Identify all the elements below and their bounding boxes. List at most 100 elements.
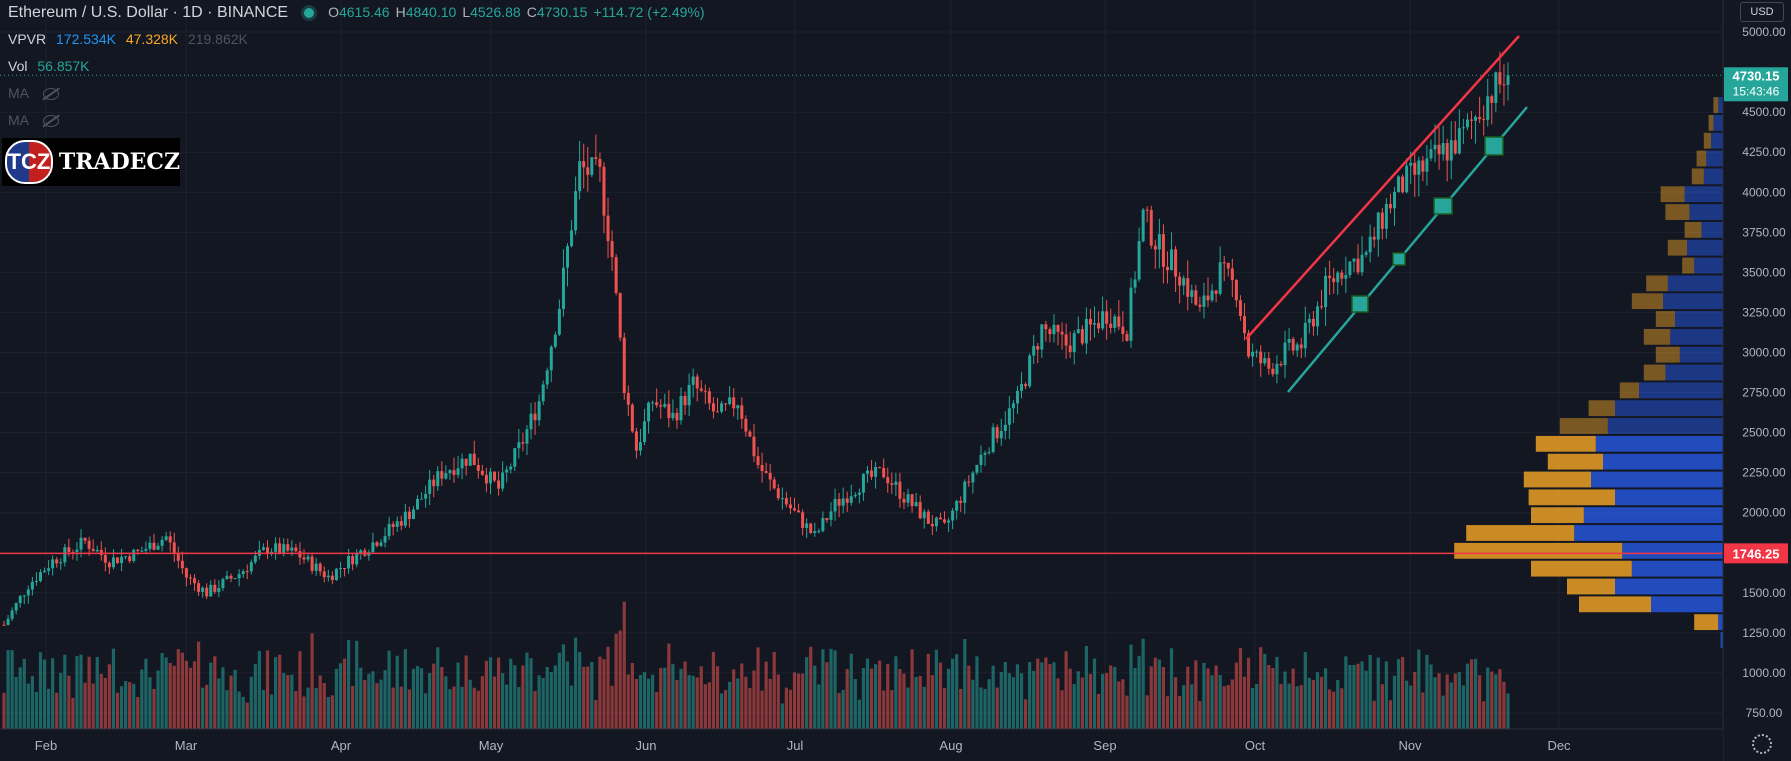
candle-body — [1421, 160, 1425, 172]
profile-up-bar — [1667, 275, 1723, 292]
volume-bar — [176, 649, 180, 729]
volume-bar — [1157, 659, 1161, 729]
profile-up-bar — [1701, 221, 1723, 238]
profile-down-bar — [1713, 97, 1719, 113]
volume-bar — [67, 675, 71, 729]
candle-body — [1457, 128, 1461, 154]
candle-body — [837, 498, 841, 506]
candle-body — [1247, 333, 1251, 357]
volume-bar — [391, 687, 395, 729]
price-axis-panel[interactable] — [1723, 0, 1791, 761]
candle-body — [172, 542, 176, 554]
candle-body — [415, 498, 419, 510]
volume-bar — [614, 633, 618, 729]
candle-body — [1445, 143, 1449, 161]
candle-body — [1222, 262, 1226, 264]
candle-body — [683, 395, 687, 406]
candle-body — [383, 536, 387, 543]
candle-body — [1397, 176, 1401, 193]
candle-body — [1178, 276, 1182, 286]
volume-bar — [432, 663, 436, 729]
candle-body — [395, 521, 399, 527]
volume-bar — [930, 675, 934, 729]
candle-body — [371, 542, 375, 553]
vol-label[interactable]: Vol — [8, 58, 28, 74]
volume-bar — [180, 652, 184, 729]
candle-body — [1364, 252, 1368, 255]
ma-legend-2[interactable]: MA — [8, 111, 65, 129]
volume-bar — [237, 691, 241, 729]
volume-bar — [1287, 683, 1291, 729]
vpvr-label[interactable]: VPVR — [8, 31, 47, 47]
volume-bar — [1141, 638, 1145, 729]
high-label: H — [395, 4, 406, 20]
candle-body — [651, 402, 655, 404]
volume-bar — [1007, 673, 1011, 729]
volume-bar — [983, 689, 987, 729]
candle-body — [590, 157, 594, 175]
volume-bar — [1125, 695, 1129, 729]
candle-body — [63, 547, 67, 563]
candle-body — [403, 511, 407, 526]
volume-bar — [310, 633, 314, 729]
candle-body — [468, 453, 472, 466]
candle-body — [1214, 290, 1218, 294]
candle-body — [180, 560, 184, 569]
candle-body — [691, 376, 695, 385]
candle-body — [1348, 261, 1352, 276]
candle-body — [930, 523, 934, 527]
candle-body — [107, 562, 111, 568]
candle-body — [857, 492, 861, 495]
profile-down-bar — [1708, 114, 1714, 131]
candle-body — [428, 479, 432, 494]
candle-body — [197, 583, 201, 592]
candle-body — [270, 551, 274, 554]
volume-bar — [1246, 657, 1251, 729]
candle-body — [103, 554, 107, 563]
volume-bar — [91, 683, 95, 729]
volume-bar — [918, 676, 922, 729]
candle-body — [805, 523, 809, 528]
profile-down-bar — [1547, 453, 1603, 470]
candle-body — [748, 431, 752, 437]
candle-body — [667, 403, 671, 419]
candle-body — [1307, 318, 1311, 323]
profile-down-bar — [1646, 275, 1668, 292]
candle-body — [424, 493, 428, 499]
ma-legend-1[interactable]: MA — [8, 84, 65, 102]
volume-bar — [561, 644, 566, 729]
volume-bar — [569, 685, 574, 729]
symbol-legend[interactable]: Ethereum / U.S. Dollar · 1D · BINANCE O46… — [8, 3, 717, 22]
candle-body — [1255, 351, 1259, 353]
ma-label[interactable]: MA — [8, 85, 29, 101]
candle-body — [878, 467, 882, 469]
candle-body — [148, 542, 152, 549]
volume-bar — [1469, 659, 1474, 729]
volume-bar — [1478, 675, 1482, 729]
candle-body — [821, 518, 825, 531]
volume-bar — [1461, 685, 1466, 729]
candle-body — [614, 257, 618, 293]
eye-off-icon[interactable] — [43, 115, 59, 128]
price-tick-label: 5000.00 — [1742, 25, 1786, 39]
candle-body — [1080, 329, 1084, 344]
candle-body — [1392, 192, 1396, 209]
gear-icon[interactable] — [1752, 734, 1772, 754]
ma-label[interactable]: MA — [8, 112, 29, 128]
price-tick-label: 2750.00 — [1742, 386, 1786, 400]
time-axis-panel[interactable] — [0, 729, 1723, 761]
volume-bar — [1486, 667, 1490, 729]
vpvr-legend[interactable]: VPVR 172.534K 47.328K 219.862K — [8, 30, 254, 48]
symbol-title[interactable]: Ethereum / U.S. Dollar · 1D · BINANCE — [8, 4, 289, 21]
resistance-trendline[interactable] — [1245, 35, 1520, 340]
volume-bar — [898, 669, 902, 729]
volume-bar — [882, 690, 886, 729]
currency-button[interactable]: USD — [1740, 2, 1784, 22]
volume-bar — [1498, 669, 1502, 729]
vol-legend[interactable]: Vol 56.857K — [8, 57, 96, 75]
profile-up-bar — [1684, 186, 1723, 203]
candle-body — [943, 519, 947, 523]
volume-bar — [578, 651, 582, 729]
eye-off-icon[interactable] — [43, 88, 59, 101]
